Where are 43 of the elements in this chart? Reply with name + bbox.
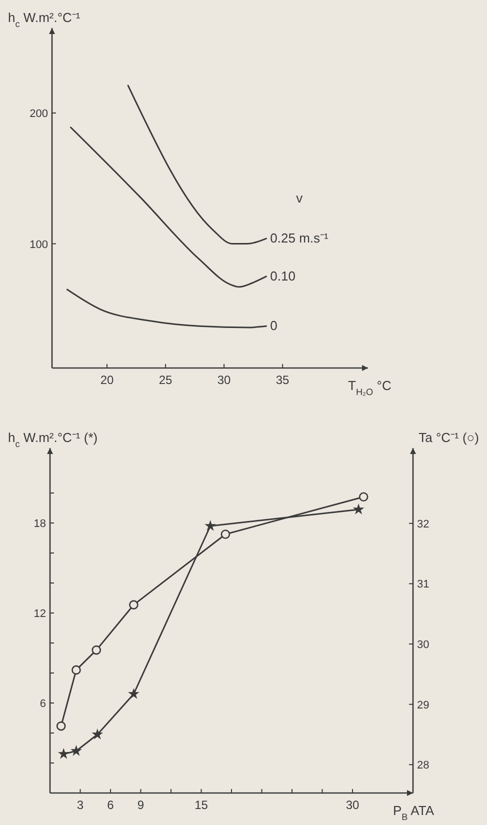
x-tick-label: 15 [194,798,208,812]
series-label: 0.10 [270,268,296,284]
y2-tick-label: 32 [417,518,430,530]
y2-tick-label: 28 [417,760,430,772]
line-series [70,126,267,288]
point [92,728,104,740]
x-axis-title: P$_{B}$ ATA [393,803,434,822]
point [56,721,66,731]
legend-title: v [296,190,304,206]
y-tick-label: 18 [34,518,46,530]
x-tick-label: 9 [137,798,144,812]
x-tick-label: 20 [100,373,114,387]
y2-axis-title: Ta °C⁻¹ (○) [418,430,479,445]
x-tick-label: 30 [346,798,360,812]
point [128,688,140,699]
x-axis-title: T$_{H₂O}$ °C [348,378,392,397]
point [70,745,82,756]
point [220,530,230,539]
y2-tick-label: 31 [417,578,430,591]
point [92,645,102,655]
point [352,504,364,514]
y-tick-label: 6 [40,698,46,710]
y-tick-label: 100 [30,238,48,251]
y-axis-title: h$_{c}$ W.m².°C⁻¹ [8,10,81,29]
x-tick-label: 30 [217,373,232,387]
point [204,520,216,531]
y-tick-label: 200 [30,108,48,120]
x-tick-label: 25 [158,373,173,387]
y2-tick-label: 30 [417,639,430,652]
x-tick-label: 35 [276,373,290,387]
line-series [66,288,267,328]
series-label: 0 [270,318,278,334]
point [129,600,138,610]
point [72,665,81,675]
point [58,748,70,759]
x-tick-label: 6 [107,798,114,812]
x-tick-label: 3 [76,798,84,812]
y-axis-title: h$_{c}$ W.m².°C⁻¹ (*) [8,430,98,449]
point [358,492,368,502]
y2-tick-label: 29 [417,699,430,712]
series-label: 0.25 m.s⁻¹ [270,230,330,246]
line-series [127,84,267,245]
y-tick-label: 12 [34,608,46,620]
